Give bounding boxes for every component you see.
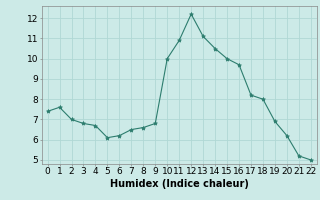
X-axis label: Humidex (Indice chaleur): Humidex (Indice chaleur) bbox=[110, 179, 249, 189]
